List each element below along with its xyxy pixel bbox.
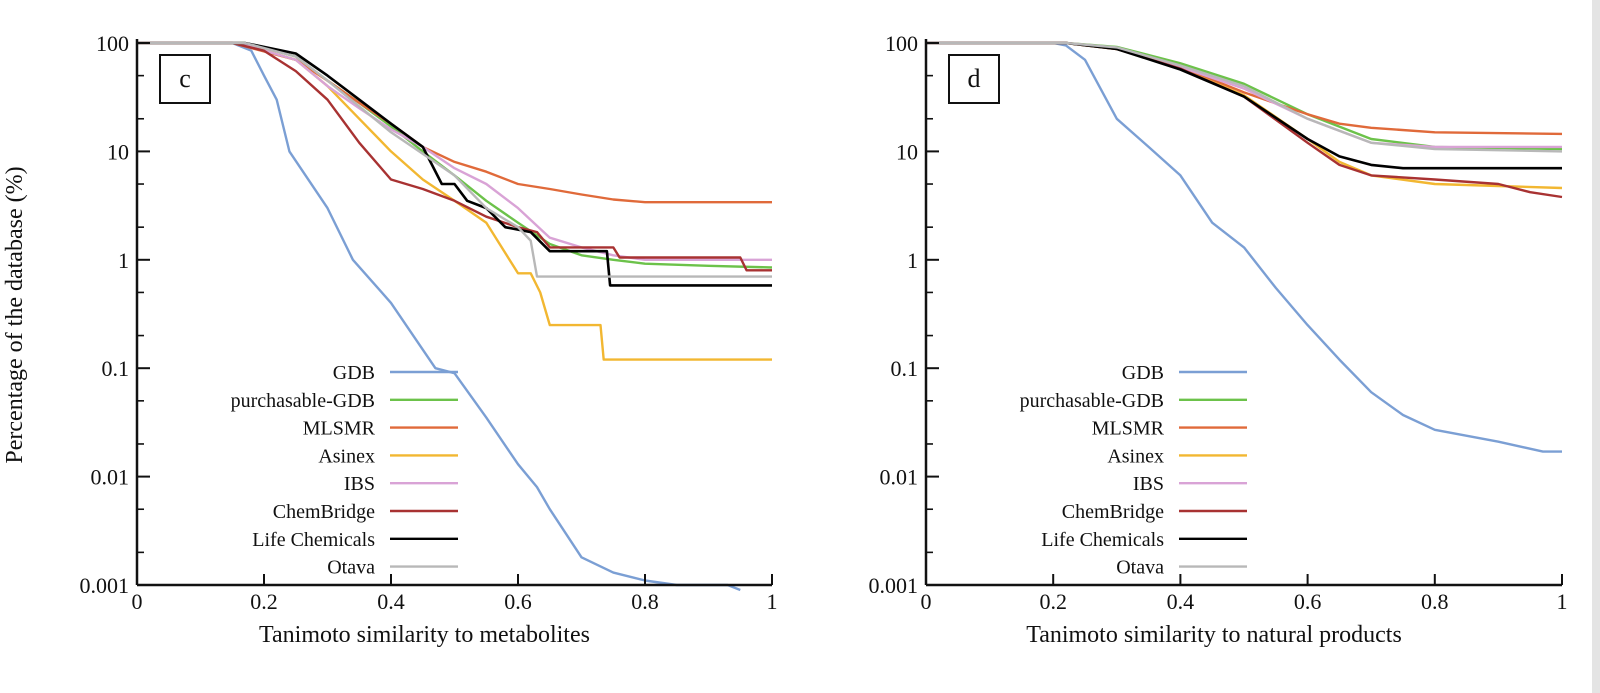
y-tick-label: 0.001 bbox=[80, 573, 130, 598]
series-line-mlsmr bbox=[137, 41, 772, 204]
panel-label-box bbox=[159, 54, 211, 104]
x-tick-label: 0.4 bbox=[377, 589, 405, 614]
legend-label: IBS bbox=[344, 473, 375, 495]
legend-label: Asinex bbox=[1107, 445, 1164, 467]
panel-label: c bbox=[179, 64, 191, 93]
legend-label: Otava bbox=[327, 557, 375, 579]
legend-label: Life Chemicals bbox=[1041, 529, 1164, 551]
y-tick-label: 0.01 bbox=[880, 465, 919, 490]
panel-label: d bbox=[968, 64, 981, 93]
series-line-gdb bbox=[926, 41, 1562, 453]
series-line-chembridge bbox=[926, 41, 1563, 199]
y-tick-label: 10 bbox=[896, 139, 918, 164]
y-tick-label: 100 bbox=[96, 31, 129, 56]
x-tick-label: 0.2 bbox=[250, 589, 278, 614]
x-tick-label: 0.8 bbox=[1421, 589, 1449, 614]
legend-label: IBS bbox=[1133, 473, 1164, 495]
legend-label: Otava bbox=[1116, 557, 1164, 579]
legend-label: purchasable-GDB bbox=[1020, 390, 1164, 412]
x-tick-label: 0.8 bbox=[631, 589, 659, 614]
series-line-purchasable-gdb bbox=[137, 41, 773, 269]
legend-label: ChemBridge bbox=[1062, 501, 1164, 523]
legend-label: MLSMR bbox=[303, 418, 376, 440]
x-tick-label: 1 bbox=[1557, 589, 1568, 614]
legend-label: GDB bbox=[1122, 362, 1164, 384]
x-axis-title: Tanimoto similarity to metabolites bbox=[259, 622, 590, 648]
series-line-ibs bbox=[137, 41, 772, 261]
panel-label-box bbox=[948, 54, 1000, 104]
series-line-asinex bbox=[926, 41, 1563, 190]
y-tick-label: 0.01 bbox=[91, 465, 130, 490]
y-tick-label: 0.1 bbox=[891, 356, 919, 381]
x-axis-title: Tanimoto similarity to natural products bbox=[1026, 622, 1402, 648]
series-line-otava bbox=[137, 41, 772, 278]
legend-label: Asinex bbox=[318, 445, 375, 467]
y-axis-title: Percentage of the database (%) bbox=[2, 166, 28, 463]
y-tick-label: 1 bbox=[118, 248, 129, 273]
legend-label: MLSMR bbox=[1092, 418, 1165, 440]
y-tick-label: 1 bbox=[907, 248, 918, 273]
x-tick-label: 0.6 bbox=[1294, 589, 1322, 614]
x-tick-label: 1 bbox=[767, 589, 778, 614]
y-tick-label: 10 bbox=[107, 139, 129, 164]
series-line-otava bbox=[926, 41, 1563, 153]
x-tick-label: 0 bbox=[132, 589, 143, 614]
legend-label: purchasable-GDB bbox=[231, 390, 375, 412]
legend-label: GDB bbox=[333, 362, 375, 384]
series-line-gdb bbox=[137, 41, 741, 592]
series-line-life-chemicals bbox=[137, 41, 772, 287]
x-tick-label: 0.6 bbox=[504, 589, 532, 614]
y-tick-label: 100 bbox=[885, 31, 918, 56]
x-tick-label: 0.2 bbox=[1039, 589, 1067, 614]
y-tick-label: 0.1 bbox=[102, 356, 130, 381]
x-tick-label: 0 bbox=[921, 589, 932, 614]
x-tick-label: 0.4 bbox=[1167, 589, 1195, 614]
legend-label: ChemBridge bbox=[273, 501, 375, 523]
legend-label: Life Chemicals bbox=[252, 529, 375, 551]
y-tick-label: 0.001 bbox=[869, 573, 919, 598]
series-line-chembridge bbox=[137, 41, 772, 272]
